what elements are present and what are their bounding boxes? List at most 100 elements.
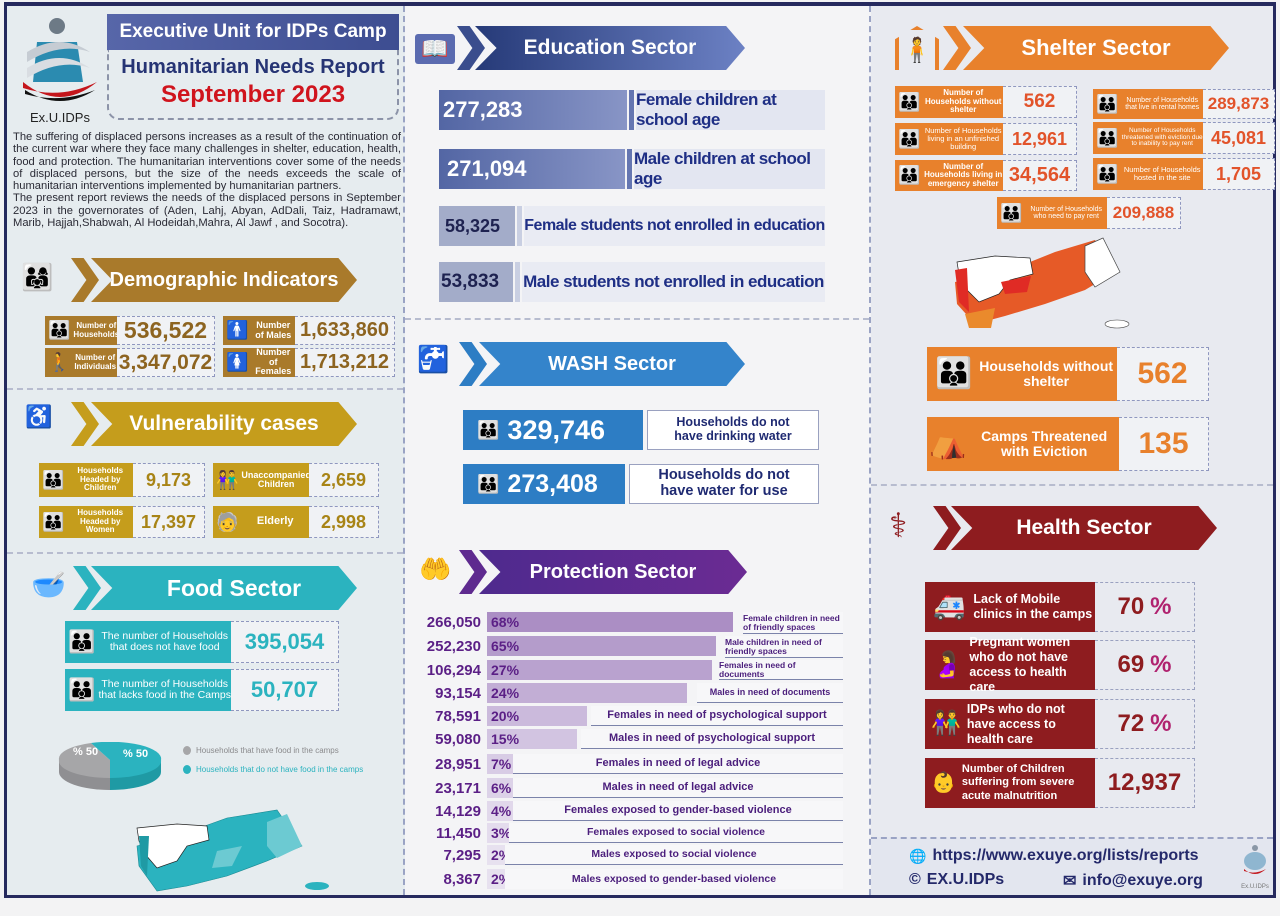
health-banner: Health Sector bbox=[951, 506, 1217, 550]
food-banner: Food Sector bbox=[91, 566, 357, 610]
stat-households: 👪 Number of Households 536,522 bbox=[45, 316, 215, 345]
family-icon: 👪 bbox=[48, 320, 71, 341]
chevron-icon bbox=[457, 26, 485, 70]
wash-banner: WASH Sector bbox=[479, 342, 745, 386]
wash-row: 👪 273,408 Households do not have water fo… bbox=[463, 464, 819, 504]
pie-label-have: % 50 bbox=[73, 746, 99, 758]
individual-icon: 🚶 bbox=[48, 352, 71, 373]
family-icon: 👪 bbox=[477, 419, 500, 440]
report-title: Humanitarian Needs Report bbox=[121, 56, 385, 78]
edu-row: 53,833 Male students not enrolled in edu… bbox=[439, 262, 825, 302]
protection-row: 8,367 2% Males exposed to gender-based v… bbox=[409, 868, 849, 890]
intro-paragraph-1: The suffering of displaced persons incre… bbox=[13, 131, 401, 193]
protection-row: 252,230 65% Male children in need of fri… bbox=[409, 635, 849, 658]
food-title: Food Sector bbox=[166, 574, 302, 601]
mail-icon: ✉ bbox=[1063, 873, 1077, 890]
shelter-banner: Shelter Sector bbox=[963, 26, 1229, 70]
protection-hands-icon: 🤲 bbox=[419, 554, 452, 584]
health-row: 🤰 Pregnant women who do not have access t… bbox=[925, 635, 1195, 694]
chevron-icon bbox=[71, 258, 99, 302]
stat-individuals: 🚶 Number of Individuals 3,347,072 bbox=[45, 348, 215, 377]
children-icon: 👫 bbox=[216, 469, 239, 490]
vuln-headed-women: 👪 Households Headed by Women 17,397 bbox=[39, 506, 205, 538]
vulnerability-banner: Vulnerability cases bbox=[91, 402, 357, 446]
shelter-house-icon: 🧍 bbox=[895, 26, 939, 70]
children-icon: 👶 bbox=[931, 772, 956, 794]
family-icon: 👪 bbox=[477, 473, 500, 494]
protection-row: 59,080 15% Males in need of psychologica… bbox=[409, 728, 849, 750]
demographic-title: Demographic Indicators bbox=[109, 268, 339, 291]
health-row: 🚑 Lack of Mobile clinics in the camps 70% bbox=[925, 582, 1195, 632]
health-row: 👫 IDPs who do not have access to health c… bbox=[925, 699, 1195, 749]
center-column: 📖 Education Sector 277,283 Female childr… bbox=[405, 6, 871, 895]
family-icon: 👪 bbox=[68, 677, 96, 703]
intro-paragraph-2: The present report reviews the needs of … bbox=[13, 192, 401, 230]
family-icon: 👪 bbox=[42, 511, 65, 532]
divider bbox=[7, 552, 403, 554]
email-link[interactable]: info@exuye.org bbox=[1082, 872, 1203, 889]
vuln-headed-children: 👪 Households Headed by Children 9,173 bbox=[39, 463, 205, 497]
pie-label-not-have: % 50 bbox=[123, 748, 149, 760]
shelter-emergency: 👪 Number of Households living in emergenc… bbox=[895, 160, 1077, 191]
rice-bowl-icon: 🥣 bbox=[31, 569, 66, 600]
report-date: September 2023 bbox=[160, 81, 346, 108]
vuln-elderly: 🧓 Elderly 2,998 bbox=[213, 506, 379, 538]
protection-title: Protection Sector bbox=[529, 560, 697, 583]
family-icon: 👪 bbox=[1096, 127, 1119, 148]
family-icon: 👪 bbox=[1096, 163, 1119, 184]
globe-icon: 🌐 bbox=[909, 847, 927, 864]
legend-swatch-gray bbox=[183, 746, 191, 755]
protection-banner: Protection Sector bbox=[479, 550, 747, 594]
copyright-icon: © bbox=[909, 871, 921, 888]
wash-row: 👪 329,746 Households do not have drinking… bbox=[463, 410, 819, 450]
chevron-icon bbox=[71, 402, 99, 446]
vuln-unaccompanied: 👫 Unaccompanied Children 2,659 bbox=[213, 463, 379, 497]
shelter-title: Shelter Sector bbox=[1021, 35, 1171, 60]
food-camps-lack: 👪 The number of Households that lacks foo… bbox=[65, 669, 339, 711]
org-title: Executive Unit for IDPs Camp bbox=[107, 14, 399, 50]
wash-title: WASH Sector bbox=[548, 352, 676, 375]
edu-row: 58,325 Female students not enrolled in e… bbox=[439, 206, 825, 246]
edu-row: 271,094 Male children at school age bbox=[439, 149, 825, 189]
vulnerability-icon: ♿ bbox=[25, 404, 53, 429]
shelter-without: 👪 Number of Households without shelter 56… bbox=[895, 86, 1077, 118]
protection-row: 28,951 7% Females in need of legal advic… bbox=[409, 753, 849, 775]
divider bbox=[871, 484, 1273, 486]
website-link[interactable]: https://www.exuye.org/lists/reports bbox=[932, 847, 1199, 864]
divider bbox=[405, 318, 869, 320]
shelter-threatened-eviction: 👪 Number of Households threatened with ev… bbox=[1093, 122, 1275, 154]
stat-females: 🚺 Number of Females 1,713,212 bbox=[223, 348, 395, 377]
book-icon: 📖 bbox=[415, 34, 455, 64]
org-logo: Ex.U.IDPs bbox=[15, 12, 105, 125]
shelter-unfinished: 👪 Number of Households living in an unfin… bbox=[895, 123, 1077, 155]
food-pie-chart: % 50 % 50 bbox=[55, 741, 165, 792]
chevron-icon bbox=[459, 342, 487, 386]
stat-males: 🚹 Number of Males 1,633,860 bbox=[223, 316, 395, 345]
protection-row: 7,295 2% Males exposed to social violenc… bbox=[409, 844, 849, 866]
logo-text: Ex.U.IDPs bbox=[30, 110, 90, 125]
health-row: 👶 Number of Children suffering from sever… bbox=[925, 758, 1195, 808]
male-icon: 🚹 bbox=[226, 320, 249, 341]
report-title-box: Humanitarian Needs Report September 2023 bbox=[107, 50, 399, 120]
protection-row: 11,450 3% Females exposed to social viol… bbox=[409, 822, 849, 844]
footer: 🌐 https://www.exuye.org/lists/reports © … bbox=[871, 837, 1273, 895]
education-banner: Education Sector bbox=[475, 26, 745, 70]
education-title: Education Sector bbox=[523, 36, 697, 59]
family-icon: 👪 bbox=[898, 165, 921, 186]
shelter-highlight-households: 👪 Households without shelter 562 bbox=[927, 347, 1209, 401]
chevron-icon bbox=[459, 550, 487, 594]
protection-row: 93,154 24% Males in need of documents bbox=[409, 682, 849, 704]
caduceus-icon: ⚕ bbox=[889, 507, 908, 545]
family-icon: 👪 bbox=[898, 91, 921, 112]
tent-icon: ⛺ bbox=[929, 427, 967, 461]
demographic-banner: Demographic Indicators bbox=[91, 258, 357, 302]
shelter-highlight-camps-eviction: ⛺ Camps Threatened with Eviction 135 bbox=[927, 417, 1209, 471]
family-icon: 👪 bbox=[935, 357, 973, 391]
protection-row: 266,050 68% Female children in need of f… bbox=[409, 611, 849, 634]
pregnant-woman-icon: 🤰 bbox=[931, 649, 964, 680]
female-icon: 🚺 bbox=[226, 352, 249, 373]
family-icon: 👨‍👩‍👧 bbox=[21, 262, 54, 292]
family-icon: 👪 bbox=[1000, 202, 1023, 223]
shelter-hosted: 👪 Number of Households hosted in the site… bbox=[1093, 158, 1275, 190]
vulnerability-title: Vulnerability cases bbox=[129, 412, 319, 435]
